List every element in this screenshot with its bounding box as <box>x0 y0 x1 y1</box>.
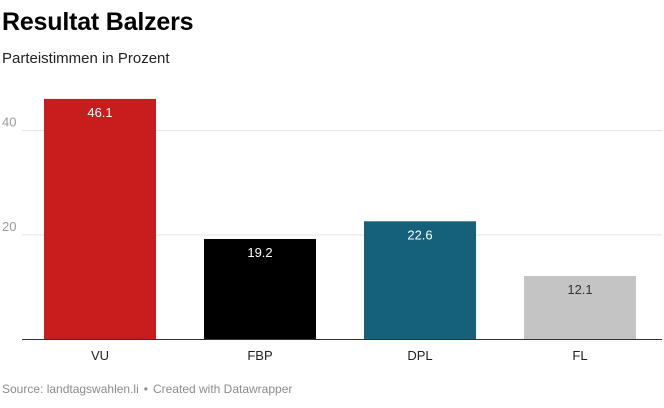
chart-footer: Source: landtagswahlen.li • Created with D… <box>2 382 292 396</box>
x-tick-label-fl: FL <box>572 348 587 363</box>
data-label-fl: 12.1 <box>567 282 592 297</box>
bar-dpl <box>364 221 476 339</box>
x-tick-label-vu: VU <box>91 348 109 363</box>
bar-chart: 20 40 46.1 19.2 22.6 12.1 VU FBP DPL FL <box>2 98 662 363</box>
data-label-vu: 46.1 <box>87 105 112 120</box>
credit-note: Created with Datawrapper <box>152 382 293 396</box>
bar-vu <box>44 98 156 339</box>
bars: 46.1 19.2 22.6 12.1 <box>44 98 636 339</box>
chart-subtitle: Parteistimmen in Prozent <box>2 50 170 67</box>
bar-fbp <box>204 239 316 339</box>
x-axis: VU FBP DPL FL <box>22 339 662 363</box>
x-tick-label-dpl: DPL <box>407 348 432 363</box>
source-note: Source: landtagswahlen.li <box>2 382 139 396</box>
y-tick-label-20: 20 <box>2 219 16 234</box>
chart-title: Resultat Balzers <box>2 8 194 36</box>
footer-separator: • <box>143 382 148 396</box>
data-label-fbp: 19.2 <box>247 245 272 260</box>
data-label-dpl: 22.6 <box>407 227 432 242</box>
y-tick-label-40: 40 <box>2 115 16 130</box>
bar-fl <box>524 275 636 339</box>
x-tick-label-fbp: FBP <box>247 348 272 363</box>
